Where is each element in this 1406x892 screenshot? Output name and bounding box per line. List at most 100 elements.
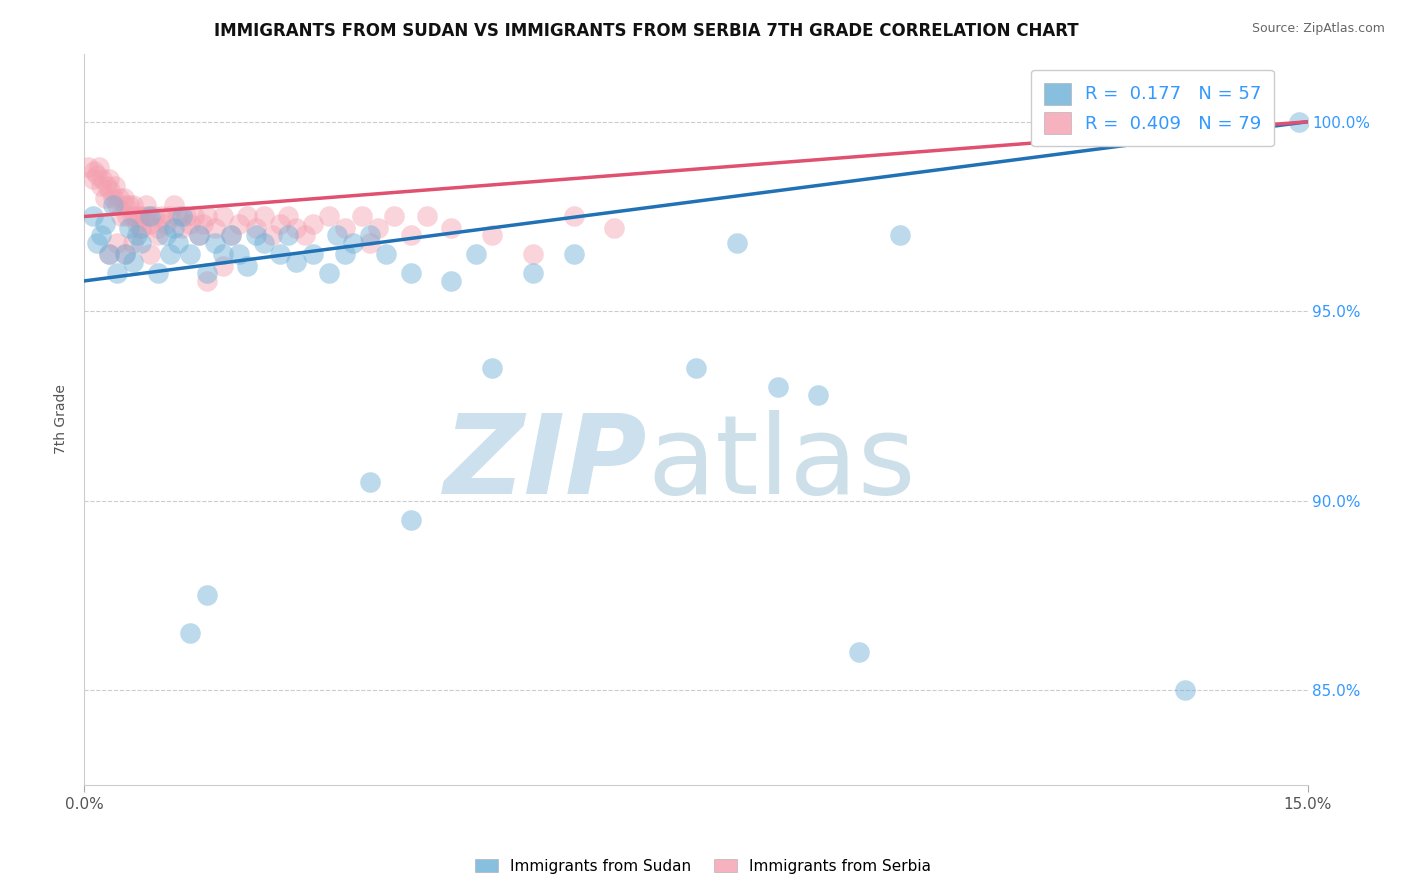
Point (399, 266, 422, 280)
Point (138, 210, 160, 224)
Point (277, 228, 299, 243)
Point (138, 247, 160, 261)
Point (285, 255, 308, 269)
Point (118, 220, 141, 235)
Point (269, 247, 291, 261)
Point (155, 217, 177, 231)
Point (96, 179, 118, 194)
Point (187, 228, 209, 243)
Point (195, 266, 218, 280)
Point (212, 210, 235, 224)
Point (77, 160, 100, 174)
Point (1288, 114, 1310, 128)
Point (146, 220, 169, 235)
Point (603, 220, 626, 235)
Point (105, 198, 128, 212)
Point (131, 235, 153, 250)
Point (104, 179, 127, 194)
Point (122, 255, 145, 269)
Point (135, 198, 157, 212)
Point (115, 210, 138, 224)
Point (136, 210, 159, 224)
Point (172, 210, 194, 224)
Point (110, 210, 132, 224)
Point (440, 274, 463, 288)
Point (195, 589, 218, 603)
Point (335, 220, 357, 235)
Point (179, 626, 201, 640)
Point (522, 247, 544, 261)
Point (342, 235, 364, 250)
Point (174, 210, 197, 224)
Point (522, 266, 544, 280)
Point (228, 247, 250, 261)
Point (86, 235, 108, 250)
Point (335, 247, 357, 261)
Point (375, 247, 398, 261)
Point (195, 210, 218, 224)
Point (848, 645, 870, 659)
Point (172, 220, 194, 235)
Text: ZIP: ZIP (443, 409, 647, 516)
Point (86, 168, 108, 182)
Point (318, 210, 340, 224)
Point (179, 217, 201, 231)
Point (204, 220, 226, 235)
Point (163, 198, 186, 212)
Y-axis label: 7th Grade: 7th Grade (55, 384, 69, 454)
Point (807, 387, 830, 401)
Point (359, 475, 381, 489)
Point (159, 210, 181, 224)
Point (179, 247, 201, 261)
Point (150, 210, 173, 224)
Point (114, 198, 136, 212)
Point (725, 235, 748, 250)
Point (146, 228, 169, 243)
Point (83, 164, 105, 178)
Point (187, 228, 209, 243)
Point (121, 210, 143, 224)
Point (245, 228, 267, 243)
Point (112, 190, 135, 204)
Point (128, 210, 150, 224)
Legend: R =  0.177   N = 57, R =  0.409   N = 79: R = 0.177 N = 57, R = 0.409 N = 79 (1031, 70, 1274, 146)
Point (318, 266, 340, 280)
Point (191, 217, 214, 231)
Point (167, 235, 190, 250)
Point (131, 220, 153, 235)
Point (90, 179, 112, 194)
Point (101, 190, 124, 204)
Text: IMMIGRANTS FROM SUDAN VS IMMIGRANTS FROM SERBIA 7TH GRADE CORRELATION CHART: IMMIGRANTS FROM SUDAN VS IMMIGRANTS FROM… (215, 22, 1078, 40)
Point (481, 361, 503, 376)
Point (399, 228, 422, 243)
Point (127, 228, 149, 243)
Point (294, 228, 316, 243)
Point (440, 220, 463, 235)
Text: atlas: atlas (647, 409, 915, 516)
Point (212, 247, 235, 261)
Point (195, 274, 218, 288)
Point (236, 259, 259, 273)
Point (464, 247, 486, 261)
Point (236, 210, 259, 224)
Point (105, 266, 128, 280)
Point (122, 198, 145, 212)
Point (105, 235, 128, 250)
Point (97, 247, 120, 261)
Point (87, 160, 110, 174)
Point (253, 235, 276, 250)
Point (91, 171, 114, 186)
Point (326, 228, 349, 243)
Point (228, 217, 250, 231)
Point (367, 220, 389, 235)
Point (245, 220, 267, 235)
Point (167, 210, 190, 224)
Text: Source: ZipAtlas.com: Source: ZipAtlas.com (1251, 22, 1385, 36)
Point (359, 235, 381, 250)
Point (163, 220, 186, 235)
Point (132, 210, 155, 224)
Point (131, 220, 153, 235)
Point (562, 247, 585, 261)
Point (93, 217, 115, 231)
Point (219, 228, 242, 243)
